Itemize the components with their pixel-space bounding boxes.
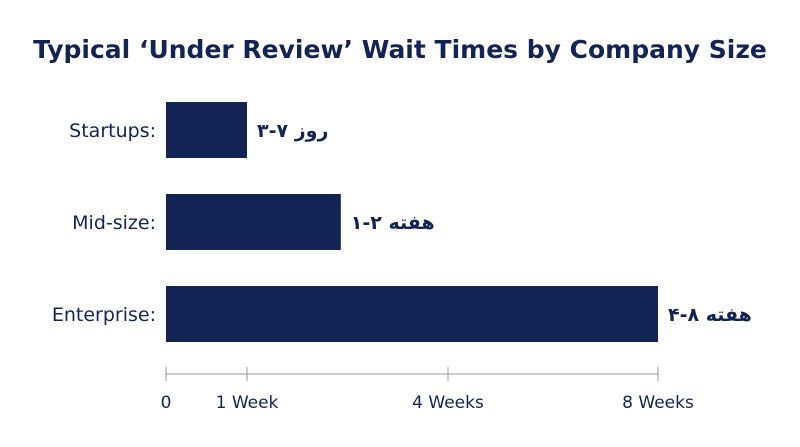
tick-label: 8 Weeks xyxy=(622,393,694,413)
data-label: ۱-۲ هفته xyxy=(351,212,435,234)
tick-label: 4 Weeks xyxy=(412,393,484,413)
category-label: Mid-size: xyxy=(72,212,156,234)
data-label: ۴-۸ هفته xyxy=(668,304,752,326)
tick-label: 1 Week xyxy=(216,393,279,413)
bars-group: Startups: ۳-۷ روز Mid-size: ۱-۲ هفته Enterpr… xyxy=(52,102,752,342)
tick-label: 0 xyxy=(161,393,172,413)
category-label: Startups: xyxy=(69,120,156,142)
x-axis: 0 1 Week 4 Weeks 8 Weeks xyxy=(161,367,694,413)
bar xyxy=(166,194,341,250)
category-label: Enterprise: xyxy=(52,304,156,326)
bar xyxy=(166,102,247,158)
chart-title: Typical ‘Under Review’ Wait Times by Com… xyxy=(33,35,767,64)
data-label: ۳-۷ روز xyxy=(257,120,328,142)
bar xyxy=(166,286,658,342)
